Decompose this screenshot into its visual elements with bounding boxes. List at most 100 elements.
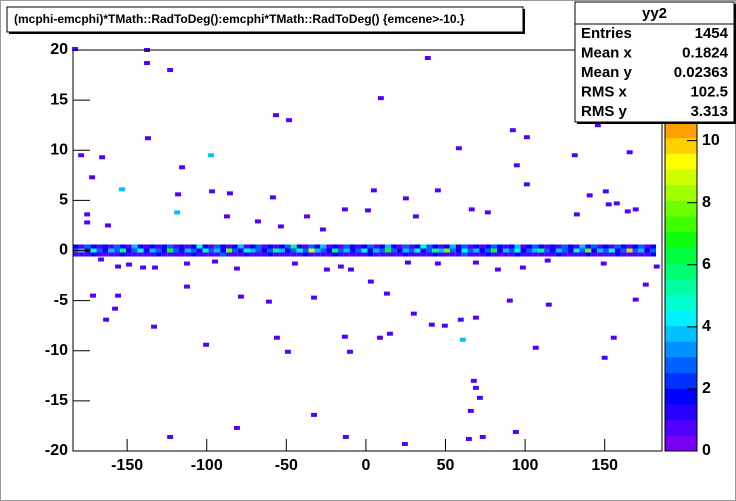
bin-cell (314, 244, 321, 249)
bin-cell (255, 248, 262, 253)
bin-cell (457, 317, 464, 322)
bin-cell (610, 335, 617, 340)
bin-cell (320, 248, 327, 253)
bin-cell (108, 252, 115, 257)
bin-cell (273, 244, 280, 249)
bin-cell (632, 297, 639, 302)
bin-cell (485, 244, 492, 249)
bin-cell (600, 261, 607, 266)
bin-cell (473, 252, 480, 257)
bin-cell (414, 248, 421, 253)
bin-cell (561, 248, 568, 253)
bin-cell (89, 175, 96, 180)
bin-cell (443, 248, 450, 253)
bin-cell (237, 252, 244, 257)
bin-cell (208, 248, 215, 253)
bin-cell (459, 337, 466, 342)
bin-cell (455, 146, 462, 151)
bin-cell (455, 252, 462, 257)
bin-cell (538, 252, 545, 257)
bin-cell (314, 252, 321, 257)
bin-cell (341, 207, 348, 212)
bin-cell (184, 248, 191, 253)
bin-cell (434, 261, 441, 266)
bin-cell (497, 248, 503, 253)
bin-cell (638, 244, 645, 249)
bin-cell (526, 244, 533, 249)
bin-cell (355, 244, 362, 249)
bin-cell (601, 355, 608, 360)
title-box (6, 6, 524, 33)
bin-cell (544, 258, 551, 263)
bin-cell (412, 214, 419, 219)
bin-cell (476, 395, 483, 400)
bin-cell (279, 248, 285, 253)
bin-cell (237, 294, 244, 299)
bin-cell (78, 244, 85, 249)
bin-cell (650, 252, 657, 257)
bin-cell (314, 248, 321, 253)
bin-cell (84, 244, 91, 249)
cells-layer (72, 46, 660, 446)
x-tick-label: -50 (275, 457, 298, 474)
bin-cell (567, 248, 574, 253)
bin-cell (326, 248, 333, 253)
bin-cell (385, 244, 391, 249)
bin-cell (408, 248, 415, 253)
bin-cell (620, 248, 627, 253)
bin-cell (424, 56, 431, 61)
bin-cell (269, 195, 276, 200)
bin-cell (179, 165, 185, 170)
bin-cell (520, 252, 527, 257)
bin-cell (591, 244, 598, 249)
bin-cell (479, 252, 486, 257)
bin-cell (343, 248, 350, 253)
bin-cell (308, 252, 315, 257)
bin-cell (115, 264, 121, 269)
bin-cell (261, 252, 268, 257)
bin-cell (497, 252, 503, 257)
bin-cell (508, 252, 515, 257)
bin-cell (512, 429, 519, 434)
palette-swatch (665, 388, 697, 405)
bin-cell (602, 189, 609, 194)
bin-cell (461, 244, 468, 249)
bin-cell (626, 252, 633, 257)
bin-cell (523, 135, 530, 140)
bin-cell (644, 244, 651, 249)
bin-cell (175, 192, 182, 197)
palette-swatch (665, 357, 697, 374)
bin-cell (608, 252, 615, 257)
bin-cell (367, 248, 374, 253)
bin-cell (597, 248, 604, 253)
bin-cell (473, 248, 480, 253)
y-tick-label: 5 (59, 192, 68, 209)
bin-cell (402, 252, 409, 257)
bin-cell (438, 244, 444, 249)
bin-cell (597, 244, 604, 249)
bin-cell (603, 252, 609, 257)
stats-value: 3.313 (690, 103, 728, 120)
bin-cell (613, 201, 620, 206)
bin-cell (555, 252, 562, 257)
bin-cell (603, 244, 609, 249)
bin-cell (196, 248, 203, 253)
bin-cell (167, 68, 174, 73)
bin-cell (152, 265, 158, 270)
bin-cell (532, 244, 539, 249)
bin-cell (96, 244, 103, 249)
bin-cell (396, 252, 403, 257)
bin-cell (455, 248, 462, 253)
bin-cell (208, 244, 215, 249)
bin-cell (387, 331, 393, 336)
bin-cell (449, 248, 456, 253)
bin-cell (438, 252, 444, 257)
bin-cell (349, 244, 356, 249)
y-tick-label: 0 (59, 242, 68, 259)
bin-cell (650, 244, 657, 249)
bin-cell (644, 252, 651, 257)
bin-cell (461, 248, 468, 253)
bin-cell (343, 244, 350, 249)
bin-cell (84, 220, 91, 225)
